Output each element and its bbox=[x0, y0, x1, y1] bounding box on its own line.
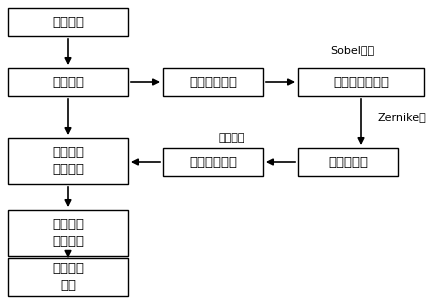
Text: 提取拉索
振动频率: 提取拉索 振动频率 bbox=[52, 218, 84, 248]
Text: 优化边缘点: 优化边缘点 bbox=[328, 156, 368, 168]
Text: 初步确定边缘点: 初步确定边缘点 bbox=[333, 75, 389, 88]
Bar bbox=[298, 148, 398, 176]
Text: 视频分析: 视频分析 bbox=[52, 75, 84, 88]
Bar bbox=[8, 210, 128, 256]
Text: 选定目标区域: 选定目标区域 bbox=[189, 75, 237, 88]
Bar bbox=[8, 8, 128, 36]
Bar bbox=[163, 148, 263, 176]
Bar bbox=[8, 138, 128, 184]
Bar bbox=[163, 68, 263, 96]
Text: 输出拉索
振动时程: 输出拉索 振动时程 bbox=[52, 146, 84, 176]
Text: 视频采集: 视频采集 bbox=[52, 16, 84, 29]
Bar bbox=[8, 258, 128, 296]
Text: 估算拉索
索力: 估算拉索 索力 bbox=[52, 262, 84, 292]
Bar bbox=[8, 68, 128, 96]
Text: 直线拟合: 直线拟合 bbox=[219, 133, 245, 143]
Text: Zernike矩: Zernike矩 bbox=[377, 112, 426, 122]
Bar bbox=[298, 68, 424, 96]
Text: 确定边缘方向: 确定边缘方向 bbox=[189, 156, 237, 168]
Text: Sobel算子: Sobel算子 bbox=[330, 45, 374, 55]
